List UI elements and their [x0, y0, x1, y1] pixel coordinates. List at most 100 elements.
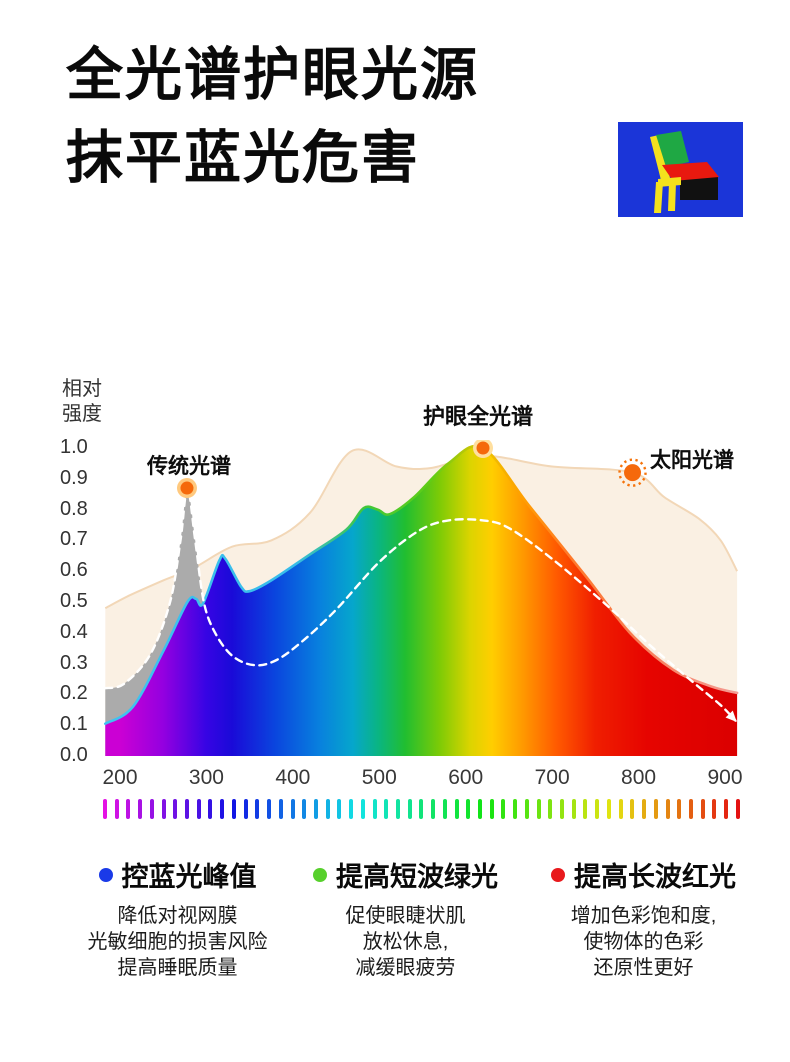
legend-blue-description: 降低对视网膜 光敏细胞的损害风险 提高睡眠质量 [87, 905, 268, 979]
brand-logo [618, 122, 743, 217]
spectrum-stripe [372, 799, 377, 819]
y-tick-label: 0.2 [60, 682, 88, 705]
spectrum-stripe [677, 799, 682, 819]
page-title-line2: 抹平蓝光危害 [66, 126, 420, 190]
y-axis-title-line2: 强度 [62, 403, 102, 425]
legend-green-title: 提高短波绿光 [336, 862, 498, 892]
y-tick-label: 1.0 [60, 436, 88, 458]
spectrum-stripe [618, 799, 623, 819]
spectrum-stripe [302, 799, 307, 819]
x-tick-label: 900 [707, 766, 743, 789]
spectrum-stripe [536, 799, 541, 819]
x-tick-label: 600 [448, 766, 484, 789]
peak-markers [176, 440, 647, 499]
spectrum-stripe [313, 799, 318, 819]
spectrum-stripe [642, 799, 647, 819]
spectrum-stripe [337, 799, 342, 819]
spectrum-stripe [138, 799, 143, 819]
sun-core-icon [624, 464, 642, 482]
spectrum-stripe [325, 799, 330, 819]
legend-blue-header: 控蓝光峰值 [98, 855, 257, 894]
peak-dot-icon [476, 441, 490, 455]
x-tick-label: 500 [361, 766, 397, 789]
spectrum-stripe [630, 799, 635, 819]
spectrum-stripe [595, 799, 600, 819]
spectrum-stripe [524, 799, 529, 819]
legend-green-description: 促使眼睫状肌 放松休息, 减缓眼疲劳 [345, 905, 466, 979]
x-tick-label: 800 [621, 766, 657, 789]
legend-blue-control: 控蓝光峰值 降低对视网膜 光敏细胞的损害风险 提高睡眠质量 [60, 855, 295, 981]
legend-red-description: 增加色彩饱和度, 使物体的色彩 还原性更好 [570, 905, 717, 979]
spectrum-stripe [267, 799, 272, 819]
x-tick-label: 200 [102, 766, 138, 789]
spectrum-stripe [243, 799, 248, 819]
spectrum-stripe [126, 799, 131, 819]
sun-icon [618, 458, 647, 487]
x-tick-label: 300 [188, 766, 224, 789]
page-title-line1: 全光谱护眼光源 [66, 43, 479, 107]
spectrum-stripe [360, 799, 365, 819]
y-tick-label: 0.3 [60, 651, 88, 674]
y-tick-label: 0.5 [60, 590, 88, 612]
spectrum-stripe [665, 799, 670, 819]
page-title: 全光谱护眼光源 抹平蓝光危害 [66, 34, 479, 200]
spectrum-stripe [712, 799, 717, 819]
spectrum-stripe [196, 799, 201, 819]
spectrum-stripe [290, 799, 295, 819]
label-solar-spectrum: 太阳光谱 [650, 449, 734, 472]
fullspectrum-rainbow-area [105, 446, 738, 756]
fullspectrum-outline [104, 444, 739, 725]
spectrum-stripe [688, 799, 693, 819]
y-tick-label: 0.9 [60, 466, 88, 489]
spectrum-stripe [103, 799, 107, 819]
y-tick-label: 0.6 [60, 559, 88, 582]
spectrum-stripe [384, 799, 389, 819]
blue-dot-icon [98, 867, 113, 882]
spectrum-stripe [653, 799, 658, 819]
spectrum-stripe [161, 799, 166, 819]
spectrum-stripe [583, 799, 588, 819]
legend-green-header: 提高短波绿光 [313, 855, 498, 894]
spectrum-stripe [501, 799, 506, 819]
spectrum-stripe [255, 799, 260, 819]
legend-blue-title: 控蓝光峰值 [121, 862, 257, 892]
spectrum-stripe [220, 799, 225, 819]
spectrum-stripe [442, 799, 447, 819]
spectrum-stripe [735, 799, 740, 819]
spectrum-stripe [700, 799, 705, 819]
spectrum-stripe [489, 799, 494, 819]
spectrum-stripe [349, 799, 354, 819]
red-dot-icon [551, 867, 565, 882]
spectrum-stripe [606, 799, 611, 819]
legend-green-boost: 提高短波绿光 促使眼睫状肌 放松休息, 减缓眼疲劳 [288, 855, 523, 981]
y-axis-title-line1: 相对 [62, 378, 102, 400]
spectrum-stripe [114, 799, 119, 819]
x-tick-label: 700 [534, 766, 570, 789]
traditional-spectrum-dashed-line [104, 486, 737, 722]
spectrum-stripe [278, 799, 283, 819]
spectrum-stripe [419, 799, 424, 819]
green-dot-icon [313, 867, 327, 882]
y-tick-label: 0.8 [60, 497, 88, 520]
y-tick-label: 0.0 [60, 744, 88, 766]
dashed-line-arrowhead [725, 710, 737, 723]
spectrum-stripe [431, 799, 436, 819]
spectrum-stripe [185, 799, 190, 819]
spectrum-stripe [560, 799, 565, 819]
spectrum-stripe [548, 799, 553, 819]
spectrum-stripe [513, 799, 518, 819]
spectrum-stripe [466, 799, 471, 819]
chair-logo-icon [618, 122, 743, 217]
spectrum-stripe [395, 799, 400, 819]
spectrum-stripe [407, 799, 412, 819]
legend-red-boost: 提高长波红光 增加色彩饱和度, 使物体的色彩 还原性更好 [526, 855, 761, 981]
y-axis-title: 相对 强度 [62, 377, 102, 427]
peak-dot-icon [180, 481, 194, 495]
label-fullspectrum: 护眼全光谱 [423, 404, 534, 429]
spectrum-stripe [149, 799, 154, 819]
y-tick-label: 0.7 [60, 528, 88, 551]
spectrum-stripe [724, 799, 729, 819]
spectrum-chart [104, 440, 739, 756]
spectrum-stripe [208, 799, 213, 819]
